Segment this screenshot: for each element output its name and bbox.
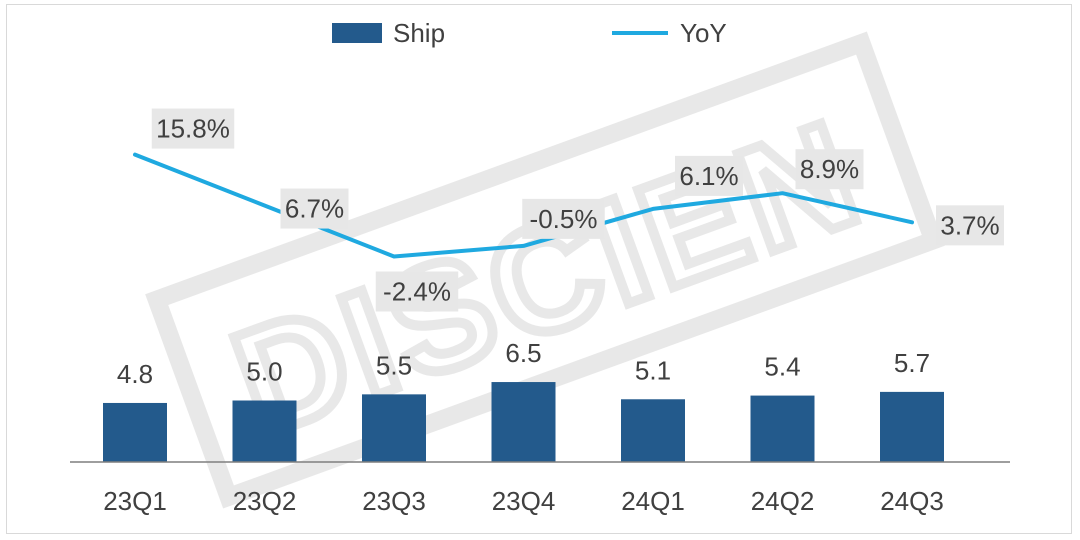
line-label-box-23q2 <box>280 188 349 229</box>
bar-23q1 <box>103 402 167 462</box>
bar-label-23q2: 5.0 <box>246 357 282 387</box>
bar-23q4 <box>491 382 556 462</box>
bar-24q3 <box>880 391 944 462</box>
bar-24q1 <box>621 399 685 462</box>
watermark-frame <box>145 31 945 509</box>
legend-label-yoy: YoY <box>680 18 727 48</box>
bar-24q2 <box>750 395 815 462</box>
line-label-24q1: 6.1% <box>679 161 738 191</box>
legend-label-ship: Ship <box>393 18 445 48</box>
line-label-23q2: 6.7% <box>285 194 344 224</box>
x-tick-label-24q1: 24Q1 <box>621 486 685 516</box>
line-label-box-23q3 <box>375 271 459 312</box>
bar-label-24q1: 5.1 <box>635 355 671 385</box>
bar-label-23q4: 6.5 <box>505 338 541 368</box>
x-tick-label-23q4: 23Q4 <box>492 486 556 516</box>
x-tick-label-24q3: 24Q3 <box>880 486 944 516</box>
bar-23q2 <box>232 400 297 462</box>
bar-label-24q2: 5.4 <box>764 352 800 382</box>
line-label-23q4: -0.5% <box>530 204 598 234</box>
x-tick-label-23q3: 23Q3 <box>362 486 426 516</box>
line-label-24q3: 3.7% <box>940 210 999 240</box>
bar-label-24q3: 5.7 <box>894 348 930 378</box>
x-axis-tick-labels: 23Q1 23Q2 23Q3 23Q4 24Q1 24Q2 24Q3 <box>103 486 944 516</box>
line-label-23q1: 15.8% <box>156 114 230 144</box>
bar-series-ship <box>103 382 944 462</box>
legend: Ship YoY <box>332 18 727 48</box>
bar-23q3 <box>362 394 426 462</box>
x-tick-label-23q2: 23Q2 <box>233 486 297 516</box>
line-label-box-24q1 <box>675 155 743 196</box>
line-label-24q2: 8.9% <box>800 154 859 184</box>
line-series-yoy <box>133 152 914 259</box>
line-label-box-23q1 <box>151 108 235 149</box>
line-label-box-24q3 <box>936 205 1004 246</box>
bar-label-23q1: 4.8 <box>117 359 153 389</box>
bar-labels: 4.8 5.0 5.5 6.5 5.1 5.4 5.7 <box>117 338 930 389</box>
x-tick-label-24q2: 24Q2 <box>751 486 815 516</box>
line-label-23q3: -2.4% <box>383 277 451 307</box>
legend-swatch-ship <box>332 23 382 43</box>
line-label-box-23q4 <box>522 198 605 239</box>
line-label-box-24q2 <box>795 149 864 190</box>
bar-label-23q3: 5.5 <box>376 350 412 380</box>
x-tick-label-23q1: 23Q1 <box>103 486 167 516</box>
line-labels: 15.8% 6.7% -2.4% -0.5% 6.1% 8.9% 3.7% <box>151 108 1004 312</box>
